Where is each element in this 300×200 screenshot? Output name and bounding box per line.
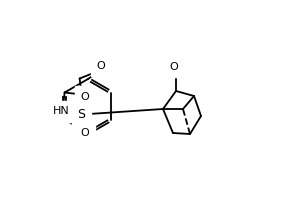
Text: O: O	[81, 92, 89, 102]
Text: O: O	[97, 61, 105, 71]
Text: HN: HN	[53, 106, 70, 116]
Text: O: O	[169, 62, 178, 72]
Text: O: O	[81, 128, 89, 138]
Text: S: S	[78, 108, 86, 121]
